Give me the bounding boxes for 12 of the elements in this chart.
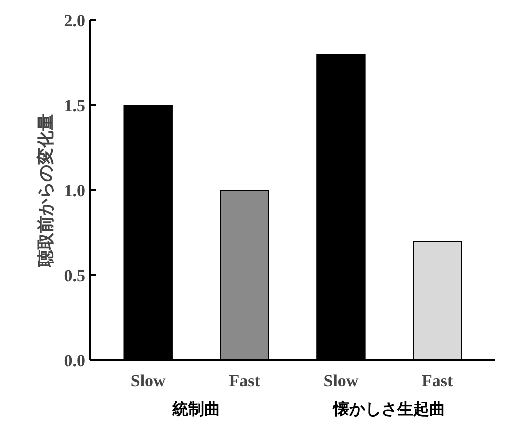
y-tick-label: 0.0	[64, 352, 86, 370]
y-tick-label: 1.0	[64, 182, 86, 200]
y-tick-label: 2.0	[64, 12, 86, 30]
x-tick-label: Slow	[130, 372, 167, 390]
text: 統制曲	[172, 400, 221, 418]
x-tick-label: Slow	[324, 372, 360, 390]
x-tick-label: Fast	[422, 372, 454, 390]
y-axis-title: 聴取前からの変化量	[36, 114, 56, 268]
y-tick-label: 0.5	[64, 266, 86, 286]
y-tick-label: 1.5	[64, 96, 86, 116]
text: 懐かしさ生起曲	[332, 400, 446, 418]
x-tick-label: Fast	[229, 372, 261, 390]
